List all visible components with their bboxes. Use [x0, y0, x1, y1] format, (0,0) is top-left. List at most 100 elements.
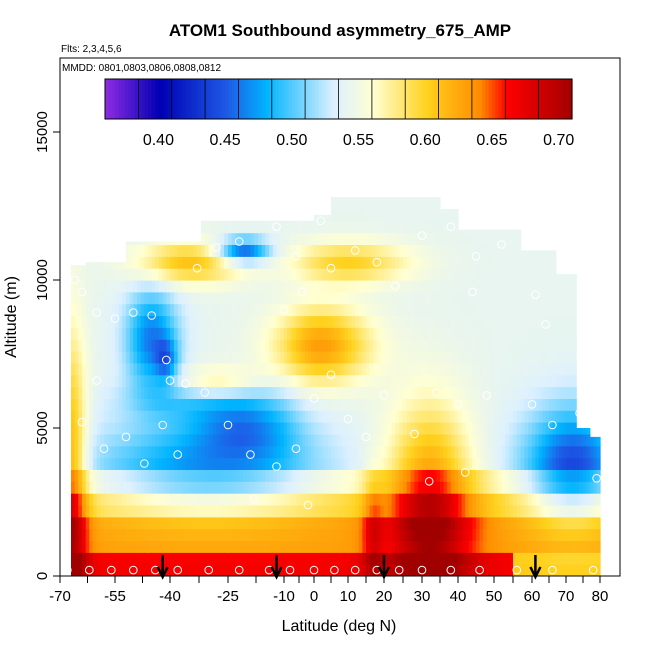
heatmap-cell — [137, 386, 142, 399]
heatmap-cell — [509, 268, 514, 281]
heatmap-cell — [239, 327, 244, 340]
heatmap-cell — [447, 374, 452, 388]
heatmap-cell — [586, 428, 591, 435]
heatmap-cell — [284, 232, 288, 245]
heatmap-cell — [380, 410, 385, 423]
heatmap-cell — [166, 386, 171, 399]
heatmap-cell — [137, 339, 142, 352]
heatmap-cell — [317, 315, 322, 328]
heatmap-cell — [450, 386, 455, 399]
heatmap-cell — [242, 445, 248, 459]
heatmap-cell — [422, 209, 427, 222]
heatmap-cell — [465, 410, 470, 423]
heatmap-cell — [74, 362, 79, 376]
heatmap-cell — [305, 386, 309, 399]
heatmap-cell — [418, 280, 423, 293]
heatmap-cell — [324, 386, 329, 399]
heatmap-cell — [100, 422, 105, 435]
heatmap-cell — [212, 457, 217, 470]
heatmap-cell — [200, 540, 206, 553]
heatmap-cell — [290, 433, 294, 447]
sample-point — [482, 391, 492, 400]
heatmap-cell — [177, 410, 183, 423]
sample-point — [309, 394, 319, 403]
heatmap-cell — [118, 315, 123, 328]
heatmap-cell — [516, 386, 522, 399]
heatmap-cell — [334, 244, 339, 257]
heatmap-cell — [513, 493, 518, 506]
heatmap-cell — [148, 528, 153, 541]
heatmap-cell — [545, 481, 550, 494]
heatmap-cell — [348, 481, 353, 494]
heatmap-cell — [265, 481, 270, 494]
colorbar-segment — [335, 79, 340, 119]
heatmap-cell — [440, 564, 445, 576]
heatmap-cell — [155, 552, 160, 565]
heatmap-cell — [341, 552, 346, 565]
heatmap-cell — [461, 268, 466, 281]
colorbar-segment — [415, 79, 420, 119]
heatmap-cell — [254, 528, 259, 541]
heatmap-cell — [181, 433, 187, 447]
heatmap-cell — [293, 469, 297, 482]
heatmap-cell — [387, 528, 393, 541]
heatmap-cell — [542, 339, 547, 352]
heatmap-cell — [406, 327, 412, 340]
heatmap-cell — [224, 469, 229, 482]
x-tick-label: 20 — [376, 588, 393, 605]
heatmap-cell — [74, 481, 79, 494]
heatmap-cell — [89, 528, 94, 541]
heatmap-cell — [324, 362, 329, 376]
heatmap-cell — [111, 374, 116, 388]
heatmap-cell — [458, 422, 463, 435]
heatmap-cell — [406, 220, 412, 234]
heatmap-cell — [403, 552, 408, 565]
heatmap-cell — [327, 268, 332, 281]
heatmap-cell — [216, 327, 221, 340]
heatmap-cell — [501, 445, 506, 459]
heatmap-cell — [155, 445, 160, 459]
heatmap-cell — [572, 374, 577, 388]
heatmap-cell — [486, 256, 491, 269]
heatmap-cell — [242, 386, 248, 399]
heatmap-cell — [314, 505, 318, 518]
heatmap-cell — [483, 469, 488, 482]
heatmap-cell — [403, 220, 408, 234]
heatmap-cell — [193, 374, 198, 388]
heatmap-cell — [327, 220, 332, 234]
heatmap-cell — [302, 374, 306, 388]
heatmap-cell — [224, 398, 229, 411]
heatmap-cell — [542, 303, 547, 317]
heatmap-cell — [468, 229, 473, 234]
heatmap-cell — [559, 386, 564, 399]
heatmap-cell — [224, 327, 229, 340]
heatmap-cell — [151, 516, 156, 530]
heatmap-cell — [193, 493, 198, 506]
heatmap-cell — [344, 374, 349, 388]
heatmap-cell — [414, 445, 419, 459]
heatmap-cell — [376, 351, 381, 364]
heatmap-cell — [376, 481, 381, 494]
heatmap-cell — [501, 386, 506, 399]
heatmap-cell — [532, 481, 536, 494]
heatmap-cell — [100, 528, 105, 541]
heatmap-cell — [429, 445, 434, 459]
heatmap-cell — [447, 398, 452, 411]
heatmap-cell — [479, 386, 484, 399]
heatmap-cell — [324, 528, 329, 541]
heatmap-cell — [391, 422, 396, 435]
heatmap-cell — [129, 433, 134, 447]
heatmap-cell — [137, 516, 142, 530]
heatmap-cell — [418, 351, 423, 364]
heatmap-cell — [447, 268, 452, 281]
heatmap-cell — [89, 362, 94, 376]
heatmap-cell — [362, 197, 367, 210]
heatmap-cell — [197, 386, 202, 399]
heatmap-cell — [311, 422, 315, 435]
heatmap-cell — [406, 445, 412, 459]
heatmap-cell — [337, 339, 342, 352]
heatmap-cell — [366, 410, 371, 423]
heatmap-cell — [528, 291, 533, 305]
heatmap-cell — [355, 445, 360, 459]
heatmap-cell — [450, 268, 455, 281]
